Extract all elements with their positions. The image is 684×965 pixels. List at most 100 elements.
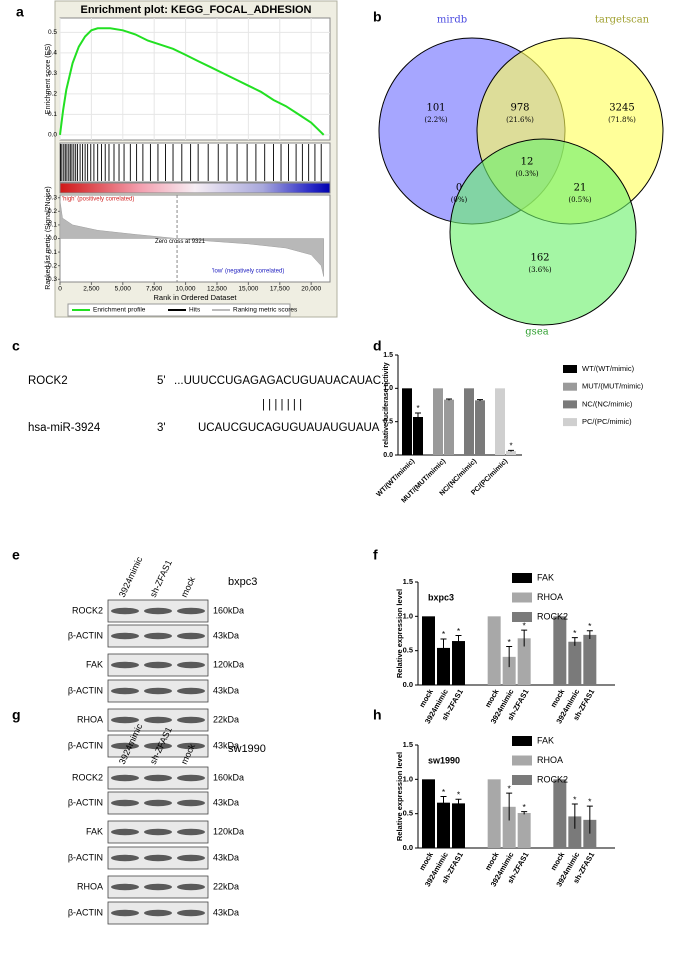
size-label: 22kDa [213,714,239,724]
y-tick-label: -0.1 [46,249,58,256]
pairing: | | | | | | | [262,399,302,411]
size-label: 43kDa [213,740,239,750]
cell-line: sw1990 [228,743,266,755]
band [177,716,205,724]
protein-label: β-ACTIN [68,685,103,695]
target-name: ROCK2 [28,375,68,387]
significance: * [416,404,419,413]
bar [502,806,516,848]
target-sequence: ...UUUCCUGAGAGACUGUAUACAUAC... [174,375,391,387]
y-tick-label: 0.0 [48,132,57,139]
bar [583,819,597,848]
bar-chart: 0.0 0.5 1.0 1.5 Relative expression level sw1… [395,735,615,888]
band [144,632,172,640]
y-tick-label: -0.3 [46,276,58,283]
panel-label: g [12,707,21,723]
error-bar [446,398,452,401]
x-tick-label: 2,500 [83,286,100,293]
protein-label: FAK [86,659,103,669]
significance: * [508,783,512,793]
size-label: 160kDa [213,772,244,782]
bar [517,638,531,685]
protein-label: β-ACTIN [68,852,103,862]
region-percent: (21.6%) [506,116,534,124]
band [144,716,172,724]
y-tick-label: 0.3 [48,194,57,201]
legend-swatch [512,736,532,746]
low-label: 'low' (negatively correlated) [212,269,284,275]
bar [487,779,501,848]
venn-diagram: mirdb targetscan gsea 101 (2.2%) 978 (21.6%) 32… [378,15,664,338]
protein-label: RHOA [77,714,103,724]
bar [475,400,485,455]
band [111,716,139,724]
error-bar [571,803,578,829]
legend-label: PC/(PC/mimic) [582,417,632,426]
panel-label: b [373,9,382,25]
bar [422,616,435,685]
error-bar [571,637,578,646]
protein-label: RHOA [77,881,103,891]
error-bar [455,798,462,808]
bar [568,641,582,685]
band [177,774,205,782]
legend-swatch [563,400,577,409]
hits-frame [59,142,331,183]
band [144,774,172,782]
protein-label: ROCK2 [72,605,103,615]
zero-cross-label: Zero cross at 9321 [155,239,206,245]
error-bar [415,412,421,421]
size-label: 43kDa [213,907,239,917]
protein-label: FAK [86,826,103,836]
y-tick-label: 1.5 [403,577,413,586]
chart-title: bxpc3 [428,592,454,602]
bar [402,388,412,455]
region-percent: (0.3%) [515,170,539,178]
legend-label: MUT/(MUT/mimic) [582,382,644,391]
x-tick-label: 10,000 [176,286,196,293]
size-label: 120kDa [213,659,244,669]
region-count: 162 [530,253,549,264]
bar [413,417,423,455]
legend-label: FAK [537,572,554,582]
y-tick-label: -0.2 [46,262,58,269]
size-label: 43kDa [213,630,239,640]
plot-frame [59,17,331,141]
bar [464,388,474,455]
x-tick-label: 7,500 [146,286,163,293]
bar [506,451,516,455]
protein-label: β-ACTIN [68,630,103,640]
region-count: 978 [510,103,529,114]
band [111,742,139,750]
legend-label: RHOA [537,755,563,765]
band [111,632,139,640]
rank-color-bar [59,182,331,194]
gsea-plot: Enrichment plot: KEGG_FOCAL_ADHESION 0.0 0… [45,0,338,318]
y-axis-label: Ranked list metric (Signal2Noise) [45,186,52,289]
significance: * [588,621,592,631]
band [177,909,205,917]
significance: * [573,794,577,804]
y-tick-label: 0.5 [403,646,413,655]
bar [553,616,567,685]
region-percent: (0.5%) [568,196,592,204]
band [177,828,205,836]
x-tick-label: 5,000 [115,286,132,293]
bar [433,388,443,455]
band [144,883,172,891]
band [144,742,172,750]
legend-swatch [563,418,577,427]
set-label: targetscan [595,15,650,26]
legend-label: ROCK2 [537,774,568,784]
size-label: 43kDa [213,852,239,862]
y-tick-label: 0.5 [48,29,57,36]
significance: * [442,787,446,797]
error-bar [506,792,513,821]
legend-swatch [512,592,532,603]
band [144,607,172,615]
region-count: 101 [426,103,445,114]
band [144,661,172,669]
band [144,828,172,836]
set-label: mirdb [437,15,467,26]
